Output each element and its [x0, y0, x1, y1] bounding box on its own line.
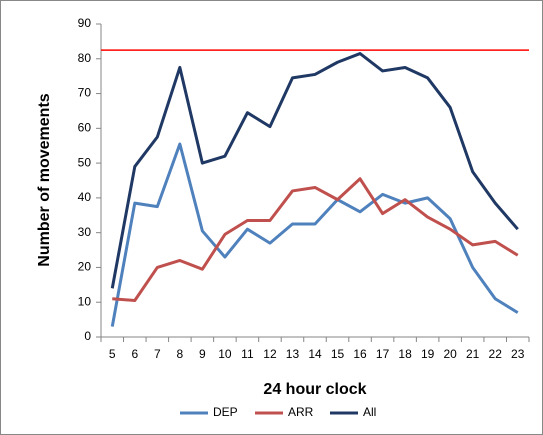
y-tick-label: 0: [84, 329, 91, 343]
series-line: [110, 142, 519, 327]
x-axis-title: 24 hour clock: [263, 381, 366, 398]
x-tick-label: 7: [154, 347, 161, 361]
legend-label: ARR: [288, 405, 314, 419]
y-tick-label: 90: [78, 16, 92, 30]
legend-label: All: [363, 405, 376, 419]
x-tick-label: 8: [176, 347, 183, 361]
y-tick-label: 50: [78, 155, 92, 169]
y-tick-label: 40: [78, 190, 92, 204]
x-tick-label: 20: [443, 347, 457, 361]
x-tick-label: 23: [511, 347, 525, 361]
y-tick-label: 60: [78, 121, 92, 135]
x-tick-label: 21: [466, 347, 480, 361]
y-tick-label: 10: [78, 294, 92, 308]
x-tick-label: 13: [286, 347, 300, 361]
x-tick-label: 18: [398, 347, 412, 361]
x-tick-label: 16: [353, 347, 367, 361]
x-tick-label: 15: [331, 347, 345, 361]
series-line: [112, 177, 519, 302]
y-tick-label: 20: [78, 260, 92, 274]
legend-label: DEP: [213, 405, 238, 419]
y-tick-label: 70: [78, 86, 92, 100]
x-tick-label: 22: [489, 347, 503, 361]
x-tick-label: 19: [421, 347, 435, 361]
y-tick-label: 30: [78, 225, 92, 239]
x-tick-label: 14: [308, 347, 322, 361]
x-tick-label: 6: [131, 347, 138, 361]
series-line: [110, 52, 519, 289]
x-tick-label: 10: [218, 347, 232, 361]
x-tick-label: 17: [376, 347, 390, 361]
y-tick-label: 80: [78, 51, 92, 65]
x-tick-label: 9: [199, 347, 206, 361]
x-tick-label: 5: [109, 347, 116, 361]
x-tick-label: 11: [241, 347, 254, 361]
x-tick-label: 12: [263, 347, 277, 361]
y-axis-title: Number of movements: [36, 93, 53, 266]
